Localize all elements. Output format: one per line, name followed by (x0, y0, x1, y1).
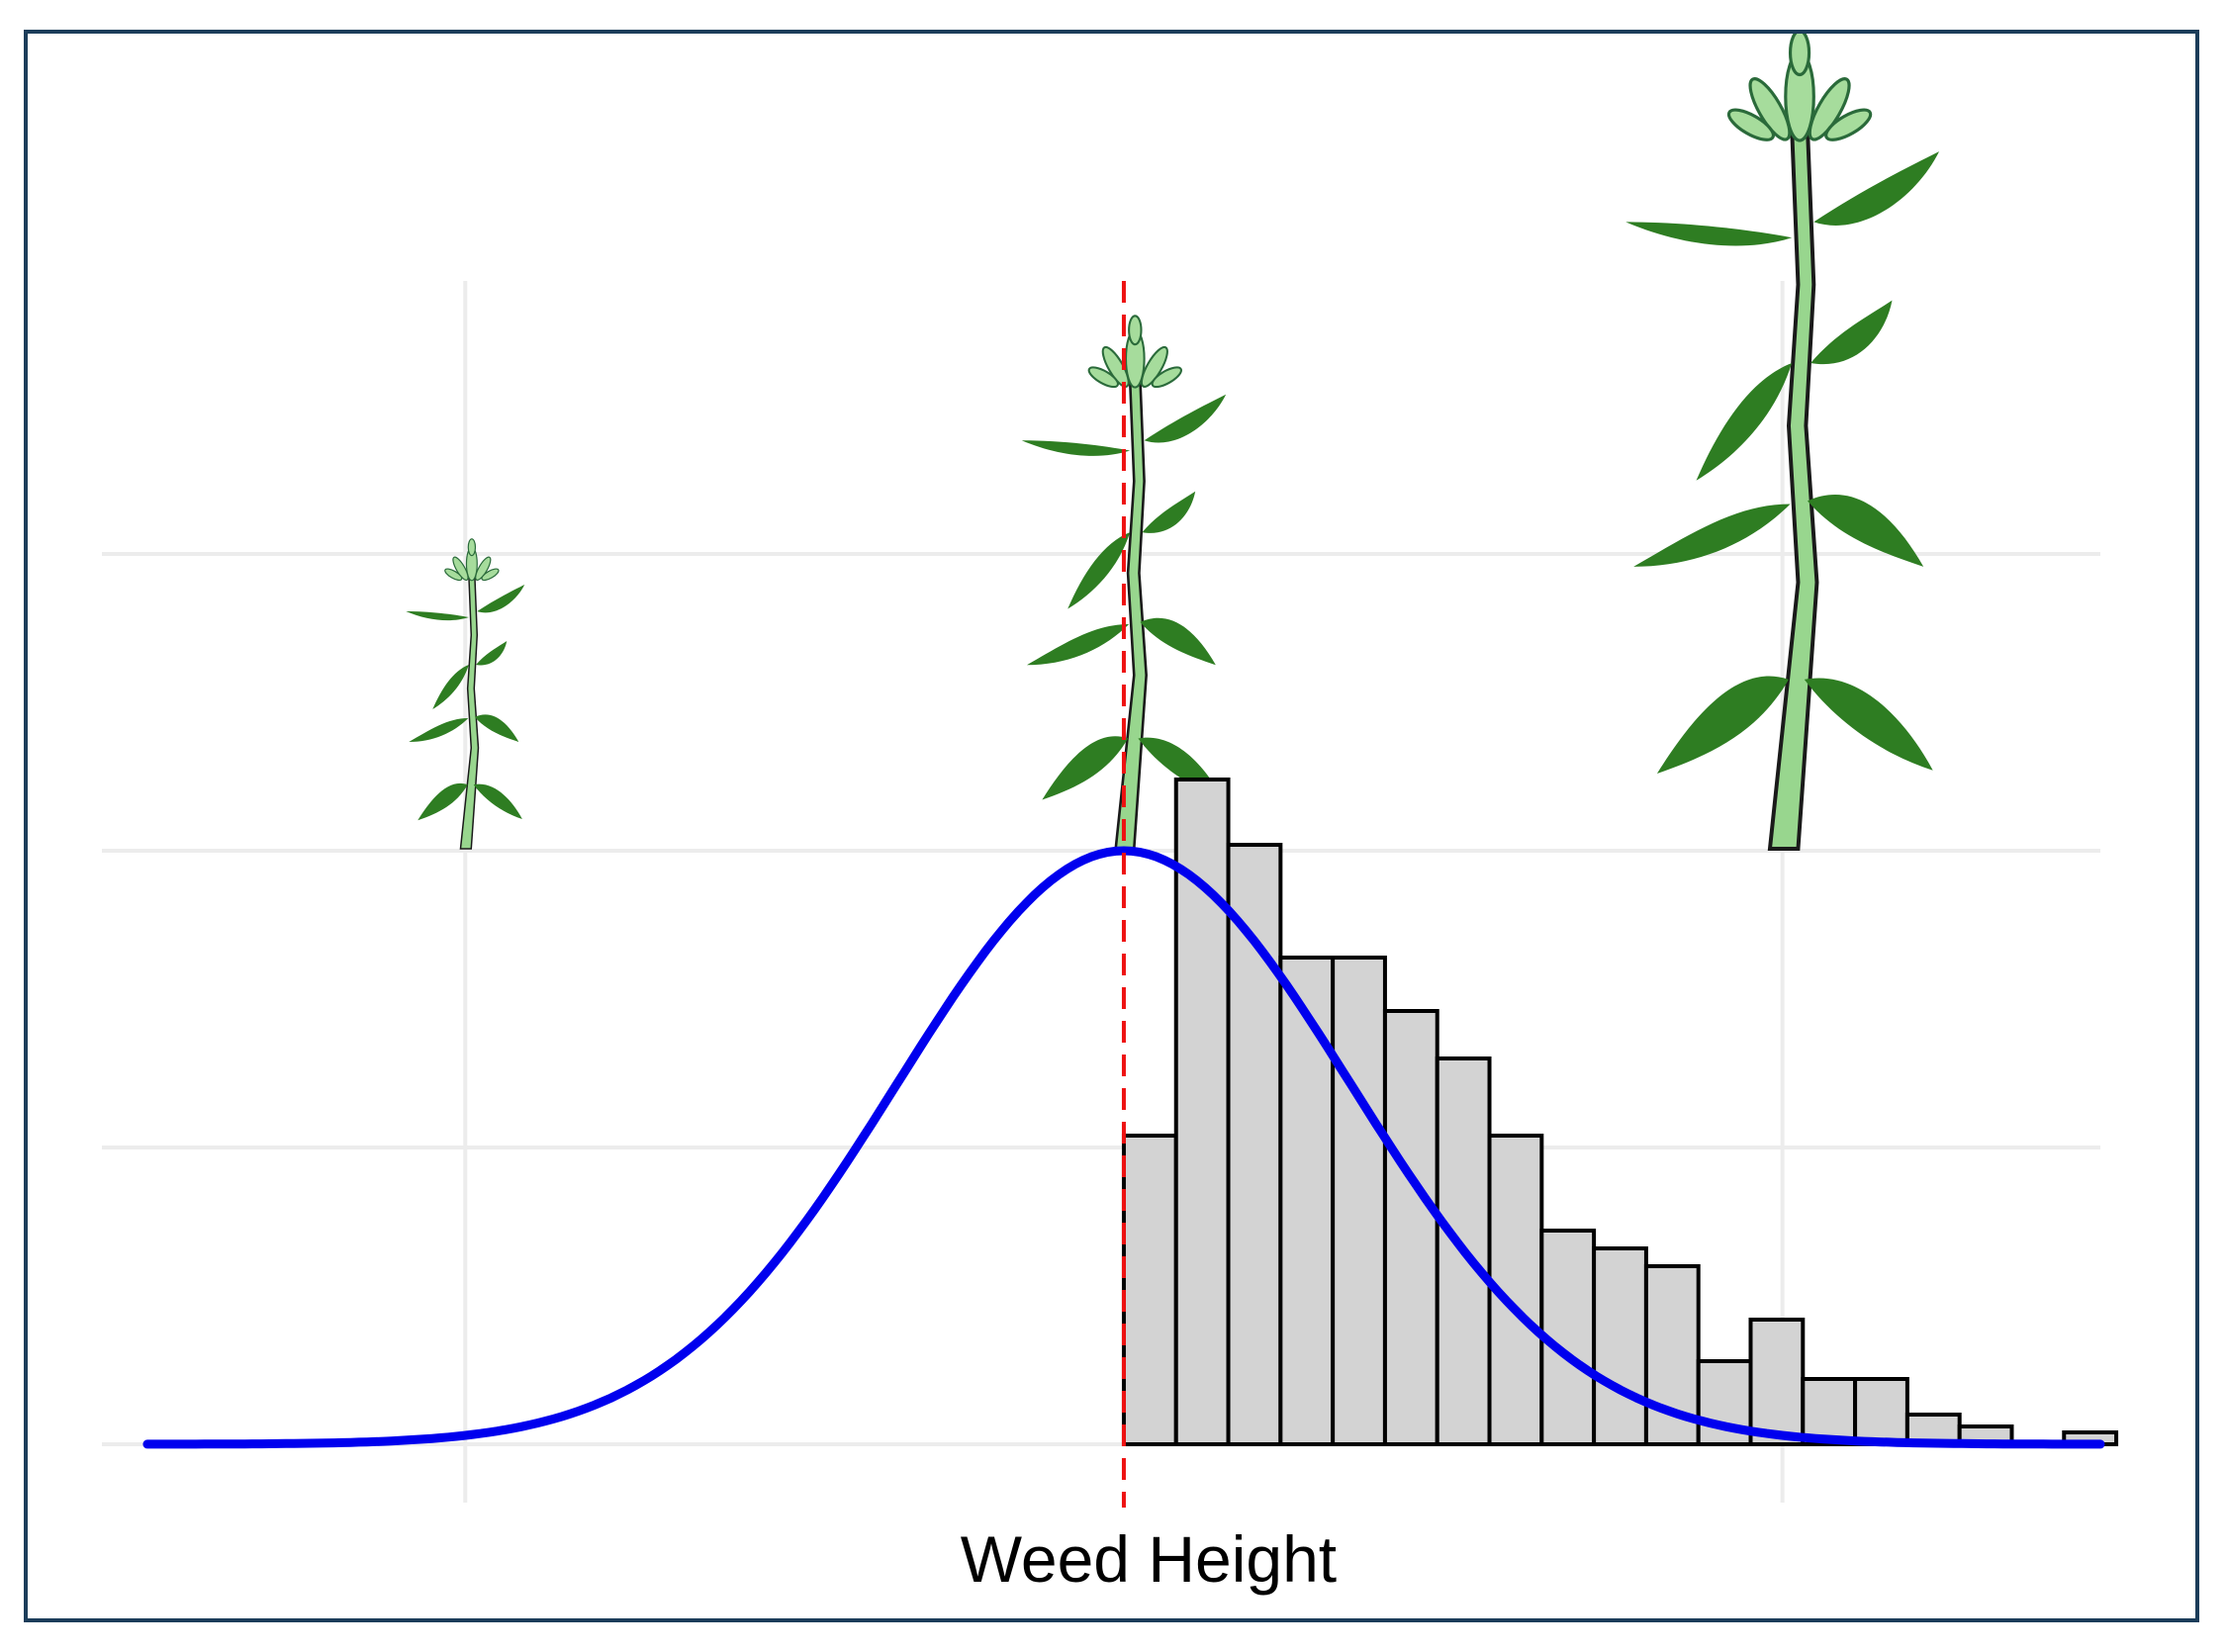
histogram-bar (1226, 843, 1283, 1446)
histogram-bar (1853, 1377, 1909, 1446)
histogram-bar (1278, 956, 1336, 1446)
weed-illustrations (405, 34, 1942, 851)
normal-curve (142, 846, 2105, 1449)
figure-frame: Weed Height (24, 30, 2199, 1622)
histogram-bar (1331, 956, 1387, 1446)
histogram-bar (1382, 1009, 1439, 1446)
histogram-bars (1121, 778, 2119, 1446)
histogram-bar (1748, 1318, 1806, 1446)
x-axis-label: Weed Height (961, 1522, 1337, 1596)
normal-curve-layer (142, 846, 2105, 1449)
weed-height-chart: Weed Height (102, 34, 2119, 1596)
histogram-bar (1121, 1134, 1178, 1446)
histogram-bar (1173, 778, 1231, 1446)
histogram-bar (1592, 1246, 1648, 1446)
